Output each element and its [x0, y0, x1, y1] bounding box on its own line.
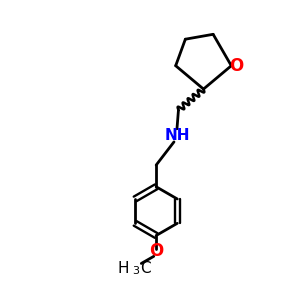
- Text: NH: NH: [164, 128, 190, 143]
- Text: O: O: [230, 57, 244, 75]
- Text: O: O: [149, 242, 163, 260]
- Text: H: H: [118, 261, 129, 276]
- Text: C: C: [140, 261, 150, 276]
- Text: 3: 3: [133, 266, 140, 276]
